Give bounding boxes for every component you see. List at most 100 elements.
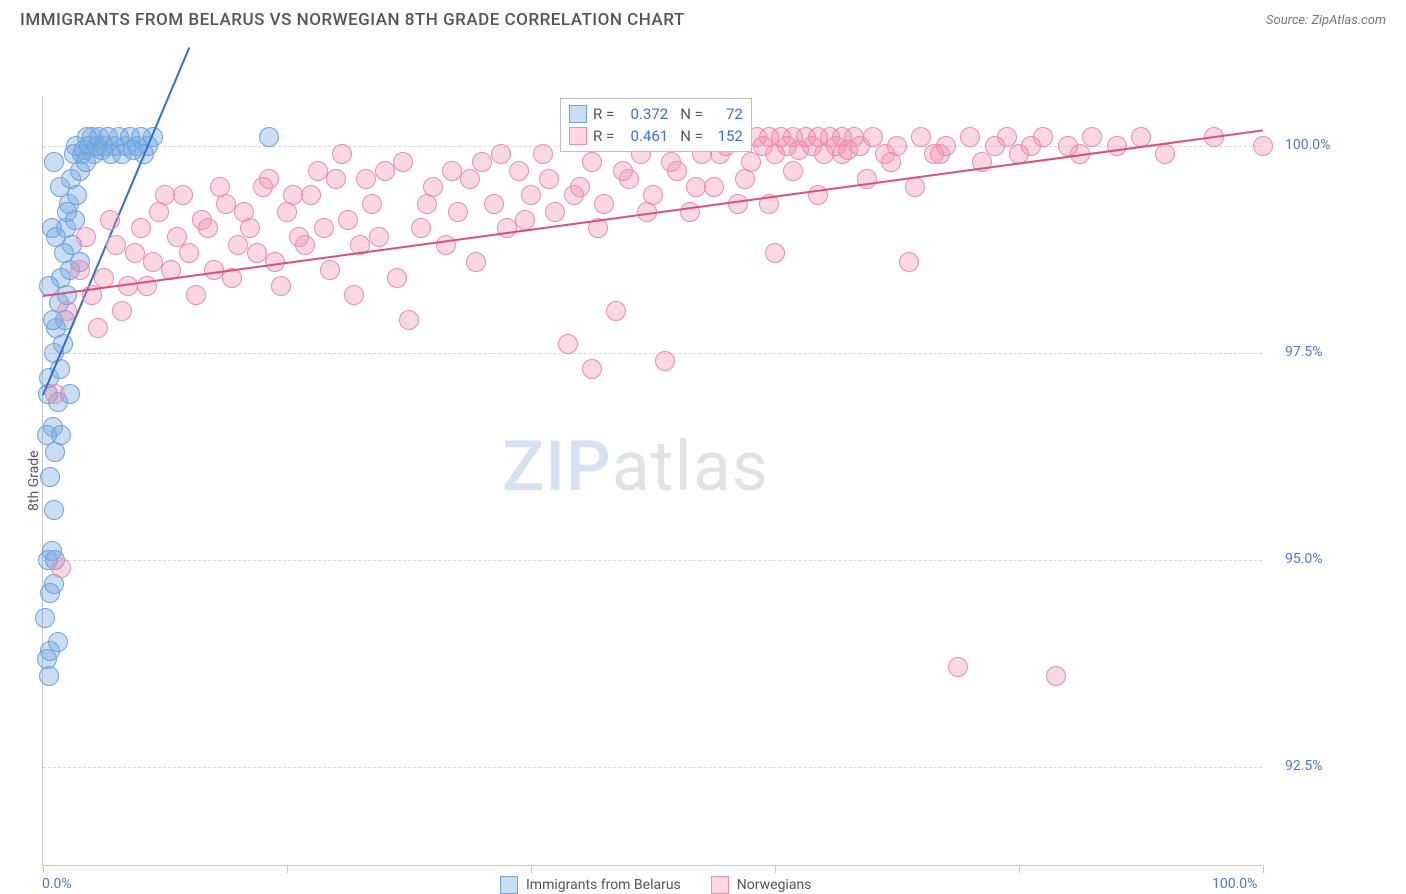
gridline: [43, 767, 1262, 768]
source-name: ZipAtlas.com: [1311, 13, 1386, 28]
x-tick: [43, 865, 44, 873]
data-point: [42, 218, 62, 238]
data-point: [1046, 666, 1066, 686]
data-point: [57, 202, 77, 222]
data-point: [545, 202, 565, 222]
series-legend: Immigrants from Belarus Norwegians: [500, 876, 811, 894]
data-point: [70, 260, 90, 280]
data-point: [198, 218, 218, 238]
data-point: [564, 185, 584, 205]
data-point: [783, 161, 803, 181]
data-point: [259, 169, 279, 189]
data-point: [613, 161, 633, 181]
data-point: [295, 235, 315, 255]
data-point: [338, 210, 358, 230]
data-point: [57, 301, 77, 321]
y-tick-label: 95.0%: [1285, 551, 1323, 567]
data-point: [905, 177, 925, 197]
stat-r-value: 0.372: [620, 103, 668, 125]
data-point: [210, 177, 230, 197]
chart-header: IMMIGRANTS FROM BELARUS VS NORWEGIAN 8TH…: [0, 0, 1406, 36]
data-point: [460, 169, 480, 189]
x-tick: [1263, 865, 1264, 873]
data-point: [881, 152, 901, 172]
data-point: [1253, 136, 1273, 156]
data-point: [40, 641, 60, 661]
data-point: [960, 127, 980, 147]
data-point: [606, 301, 626, 321]
stat-n-value: 72: [709, 103, 743, 125]
y-tick-label: 100.0%: [1285, 137, 1330, 153]
stat-r-label: R =: [593, 125, 614, 147]
stat-n-label: N =: [680, 103, 703, 125]
legend-label: Norwegians: [737, 877, 812, 893]
data-point: [143, 252, 163, 272]
data-point: [899, 252, 919, 272]
data-point: [491, 144, 511, 164]
data-point: [594, 194, 614, 214]
data-point: [51, 425, 71, 445]
stat-n-label: N =: [680, 125, 703, 147]
data-point: [112, 301, 132, 321]
data-point: [680, 202, 700, 222]
data-point: [35, 608, 55, 628]
data-point: [930, 144, 950, 164]
data-point: [582, 359, 602, 379]
data-point: [558, 334, 578, 354]
data-point: [472, 152, 492, 172]
legend-item: Norwegians: [711, 876, 812, 894]
source-prefix: Source:: [1266, 13, 1311, 28]
legend-swatch: [500, 876, 518, 894]
data-point: [149, 202, 169, 222]
data-point: [436, 235, 456, 255]
data-point: [582, 152, 602, 172]
data-point: [369, 227, 389, 247]
data-point: [45, 384, 65, 404]
data-point: [173, 185, 193, 205]
legend-item: Immigrants from Belarus: [500, 876, 681, 894]
data-point: [76, 227, 96, 247]
data-point: [948, 657, 968, 677]
stat-r-label: R =: [593, 103, 614, 125]
stats-legend: R =0.372N =72R =0.461N =152: [560, 98, 752, 152]
data-point: [228, 235, 248, 255]
data-point: [118, 276, 138, 296]
data-point: [39, 666, 59, 686]
data-point: [497, 218, 517, 238]
x-tick: [775, 865, 776, 873]
data-point: [362, 194, 382, 214]
data-point: [655, 351, 675, 371]
source-credit: Source: ZipAtlas.com: [1266, 13, 1386, 28]
x-tick: [1019, 865, 1020, 873]
data-point: [186, 285, 206, 305]
data-point: [301, 185, 321, 205]
data-point: [704, 177, 724, 197]
legend-swatch: [569, 105, 587, 123]
data-point: [314, 218, 334, 238]
data-point: [308, 161, 328, 181]
data-point: [686, 177, 706, 197]
data-point: [484, 194, 504, 214]
stat-r-value: 0.461: [620, 125, 668, 147]
data-point: [393, 152, 413, 172]
plot-area: [42, 96, 1262, 866]
data-point: [131, 218, 151, 238]
data-point: [326, 169, 346, 189]
data-point: [411, 218, 431, 238]
data-point: [399, 310, 419, 330]
data-point: [832, 144, 852, 164]
data-point: [442, 161, 462, 181]
data-point: [259, 127, 279, 147]
legend-swatch: [569, 127, 587, 145]
data-point: [106, 235, 126, 255]
data-point: [76, 152, 96, 172]
chart-title: IMMIGRANTS FROM BELARUS VS NORWEGIAN 8TH…: [20, 10, 685, 30]
data-point: [533, 144, 553, 164]
data-point: [448, 202, 468, 222]
data-point: [375, 161, 395, 181]
data-point: [44, 500, 64, 520]
data-point: [735, 169, 755, 189]
y-tick-label: 92.5%: [1285, 758, 1323, 774]
data-point: [100, 210, 120, 230]
data-point: [234, 202, 254, 222]
